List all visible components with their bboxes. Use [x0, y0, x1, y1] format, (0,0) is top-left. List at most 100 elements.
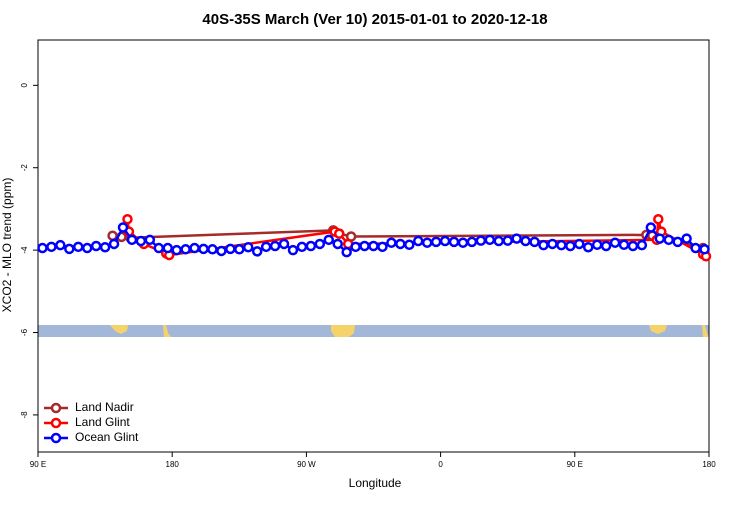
point: [99, 241, 111, 253]
point: [242, 241, 254, 253]
point: [600, 240, 612, 252]
point: [556, 239, 567, 251]
point: [207, 244, 218, 255]
point: [493, 235, 505, 247]
point: [117, 222, 129, 233]
point: [654, 233, 666, 244]
point: [609, 237, 621, 248]
point: [251, 246, 263, 257]
point: [189, 242, 200, 254]
point: [162, 242, 173, 254]
point: [260, 241, 272, 253]
point: [46, 241, 57, 253]
point: [681, 233, 692, 244]
point: [457, 237, 469, 248]
point: [395, 238, 406, 250]
legend-label: Land Nadir: [75, 400, 134, 414]
x-tick-label: 90 E: [30, 460, 46, 469]
chart-title: 40S-35S March (Ver 10) 2015-01-01 to 202…: [202, 11, 547, 28]
legend-label: Land Glint: [75, 415, 130, 429]
point: [37, 242, 48, 254]
point: [618, 239, 630, 251]
point: [520, 235, 531, 247]
point: [278, 238, 290, 250]
point: [412, 235, 424, 247]
point: [359, 240, 370, 252]
point: [663, 234, 674, 246]
land: [110, 325, 128, 334]
point: [350, 241, 361, 253]
y-tick-label: -6: [20, 328, 29, 336]
point: [484, 234, 496, 246]
point: [73, 241, 84, 253]
point: [475, 235, 487, 246]
point: [81, 242, 93, 254]
point: [645, 222, 657, 233]
point: [421, 237, 433, 248]
point: [198, 243, 209, 255]
point: [653, 213, 664, 225]
point: [690, 242, 701, 254]
point: [627, 240, 639, 252]
point: [305, 240, 317, 252]
point: [430, 236, 442, 248]
point: [314, 238, 326, 250]
land: [649, 325, 667, 334]
point: [153, 242, 165, 254]
y-tick-label: 0: [20, 83, 29, 88]
legend-marker: [50, 402, 62, 414]
point: [296, 241, 308, 253]
point: [386, 237, 397, 248]
point: [377, 241, 388, 253]
point: [269, 240, 281, 252]
point: [368, 240, 379, 252]
point: [107, 230, 118, 241]
land: [163, 325, 171, 337]
point: [538, 239, 549, 251]
point: [511, 233, 522, 244]
point: [574, 238, 585, 250]
x-tick-label: 180: [702, 460, 716, 469]
point: [341, 246, 352, 258]
map-strip: [38, 325, 709, 337]
legend-label: Ocean Glint: [75, 430, 139, 444]
point: [144, 234, 156, 246]
y-tick-label: -4: [20, 246, 29, 254]
point: [332, 238, 343, 250]
point: [64, 243, 75, 255]
point: [323, 234, 335, 246]
point: [180, 244, 191, 255]
x-axis-label: Longitude: [349, 476, 402, 490]
point: [108, 238, 120, 250]
land: [702, 325, 709, 337]
point: [565, 240, 576, 252]
y-tick-label: -2: [20, 164, 29, 172]
point: [90, 240, 102, 252]
land: [331, 325, 355, 337]
point: [439, 235, 451, 247]
point: [448, 236, 460, 248]
legend-marker: [50, 432, 62, 444]
point: [404, 239, 415, 251]
point: [582, 241, 594, 253]
y-tick-label: -8: [20, 411, 29, 419]
x-tick-label: 90 E: [567, 460, 583, 469]
point: [135, 235, 147, 247]
point: [466, 236, 478, 248]
point: [699, 244, 710, 255]
point: [547, 238, 558, 250]
point: [234, 244, 245, 255]
point: [672, 236, 683, 248]
point: [122, 213, 133, 225]
point: [216, 245, 227, 257]
legend-marker: [50, 417, 62, 429]
ocean-band: [38, 325, 709, 337]
x-tick-label: 0: [438, 460, 443, 469]
point: [502, 235, 513, 246]
x-tick-label: 90 W: [297, 460, 316, 469]
point: [529, 236, 540, 248]
point: [171, 244, 182, 256]
point: [333, 228, 345, 239]
point: [225, 243, 236, 255]
